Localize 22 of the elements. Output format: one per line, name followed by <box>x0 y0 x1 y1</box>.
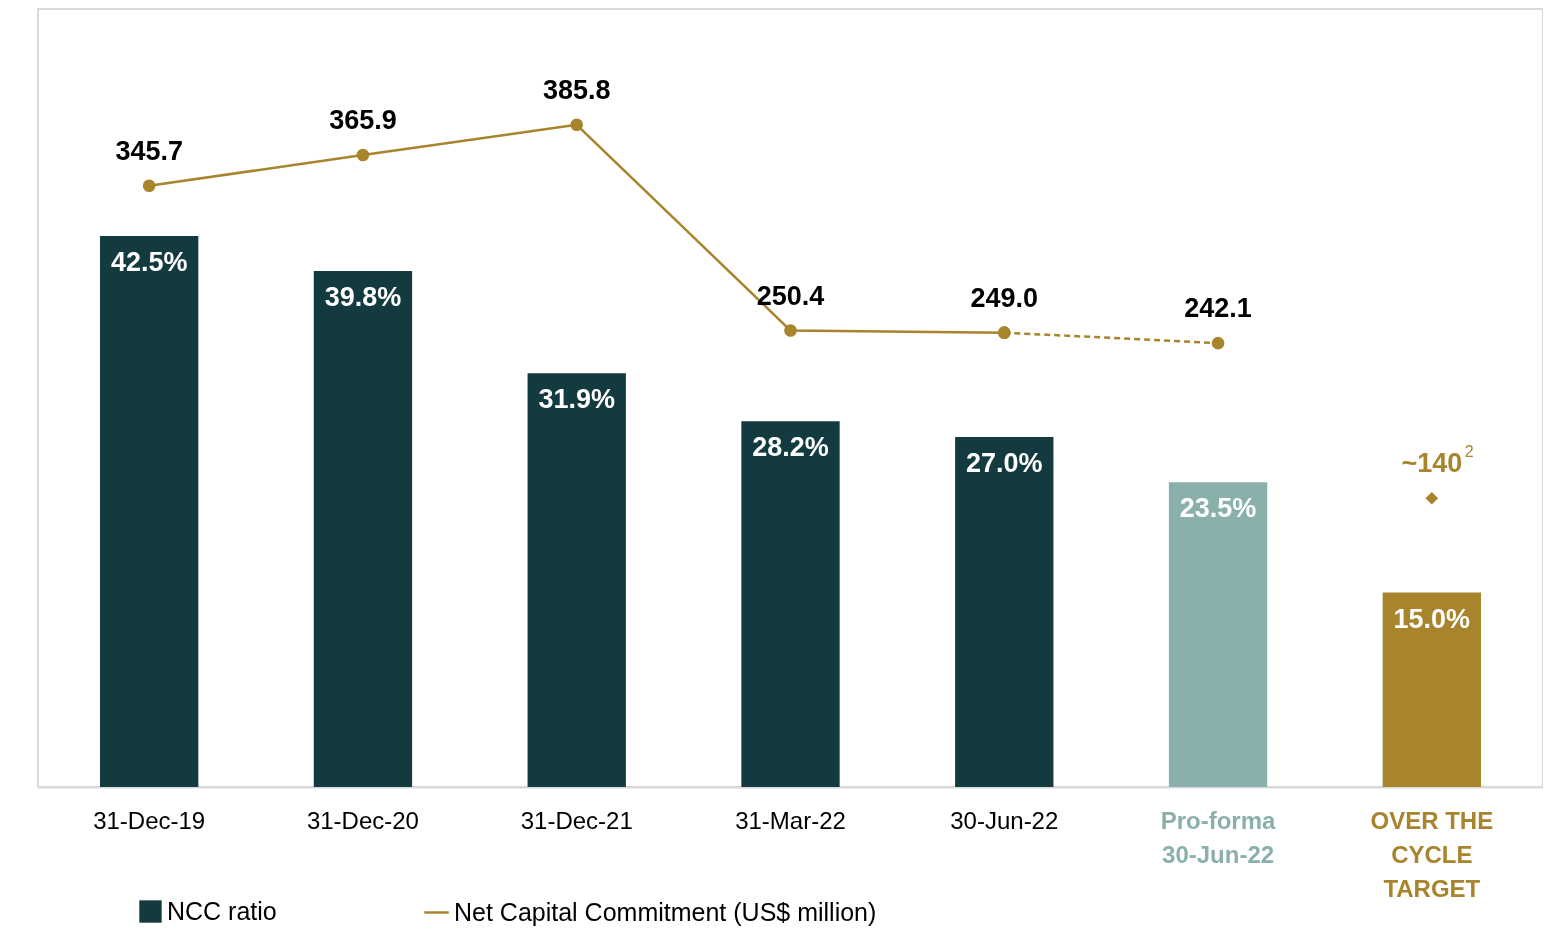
data-label: 39.8% <box>324 281 402 312</box>
x-tick-label: 31-Dec-20 <box>306 806 419 834</box>
data-label: 242.1 <box>1184 293 1252 324</box>
data-label: 365.9 <box>329 105 397 136</box>
data-label: 345.7 <box>115 135 183 166</box>
legend-label: NCC ratio <box>167 896 277 925</box>
data-label: 28.2% <box>752 432 829 463</box>
data-label: 23.5% <box>1179 493 1257 524</box>
data-label: 15.0% <box>1393 603 1471 634</box>
data-label: 249.0 <box>970 282 1039 313</box>
data-label: 27.0% <box>966 447 1043 478</box>
x-tick-label: 30-Jun-22 <box>950 806 1059 834</box>
x-tick-label: 31-Dec-21 <box>520 806 633 834</box>
data-label: 250.4 <box>756 280 825 311</box>
x-tick-label: OVER THE CYCLE TARGET <box>1370 806 1494 902</box>
x-tick-label: Pro-forma 30-Jun-22 <box>1160 806 1277 868</box>
data-label: 31.9% <box>538 384 615 415</box>
x-tick-label: 31-Dec-19 <box>93 806 206 834</box>
x-tick-label: 31-Mar-22 <box>735 806 846 834</box>
data-label: 385.8 <box>542 74 611 105</box>
legend-label: Net Capital Commitment (US$ million) <box>454 897 877 926</box>
data-label: 42.5% <box>110 246 188 277</box>
